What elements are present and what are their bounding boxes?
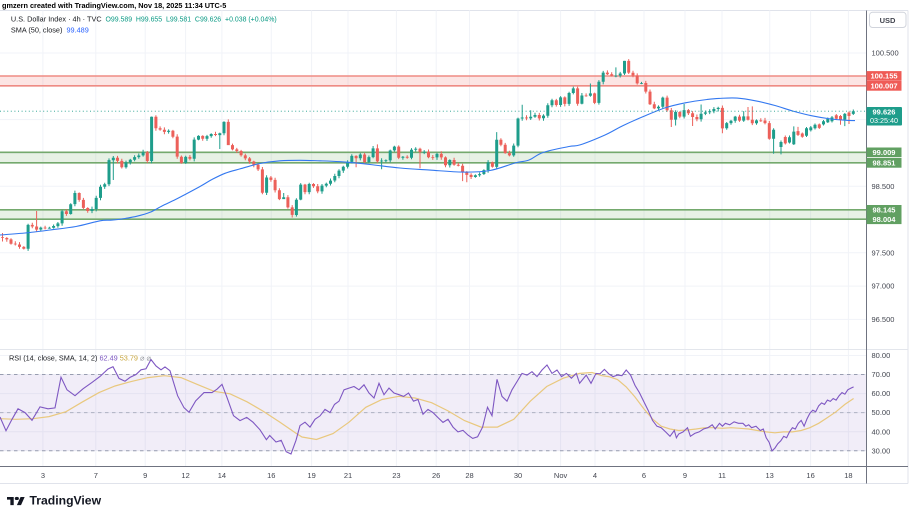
svg-text:12: 12 (181, 471, 189, 480)
svg-text:U.S. Dollar Index · 4h · TVC: U.S. Dollar Index · 4h · TVC O99.589 H99… (11, 14, 277, 23)
svg-text:11: 11 (718, 471, 726, 480)
svg-text:97.500: 97.500 (872, 248, 895, 257)
svg-text:3: 3 (41, 471, 45, 480)
svg-text:30: 30 (514, 471, 522, 480)
svg-text:16: 16 (806, 471, 814, 480)
svg-text:4: 4 (593, 471, 597, 480)
svg-text:13: 13 (766, 471, 774, 480)
svg-text:6: 6 (642, 471, 646, 480)
svg-text:99.626: 99.626 (873, 108, 896, 117)
svg-text:7: 7 (94, 471, 98, 480)
svg-text:100.155: 100.155 (870, 72, 897, 81)
svg-text:99.009: 99.009 (873, 148, 896, 157)
svg-text:18: 18 (844, 471, 852, 480)
svg-text:98.145: 98.145 (873, 205, 896, 214)
svg-text:80.00: 80.00 (872, 351, 891, 360)
svg-text:9: 9 (143, 471, 147, 480)
svg-text:USD: USD (880, 16, 896, 25)
svg-text:9: 9 (683, 471, 687, 480)
svg-text:gmzern created with TradingVie: gmzern created with TradingView.com, Nov… (2, 1, 226, 10)
svg-text:70.00: 70.00 (872, 370, 891, 379)
svg-text:100.500: 100.500 (872, 49, 899, 58)
svg-text:60.00: 60.00 (872, 389, 891, 398)
svg-text:98.500: 98.500 (872, 182, 895, 191)
svg-text:RSI (14, close, SMA, 14, 2) 62: RSI (14, close, SMA, 14, 2) 62.49 53.79 … (9, 354, 151, 363)
svg-text:98.851: 98.851 (873, 158, 896, 167)
svg-text:50.00: 50.00 (872, 408, 891, 417)
svg-text:30.00: 30.00 (872, 446, 891, 455)
svg-text:SMA (50, close) 99.489: SMA (50, close) 99.489 (11, 25, 89, 34)
svg-text:97.000: 97.000 (872, 282, 895, 291)
svg-text:100.007: 100.007 (870, 81, 897, 90)
svg-text:16: 16 (267, 471, 275, 480)
svg-text:96.500: 96.500 (872, 315, 895, 324)
svg-text:21: 21 (344, 471, 352, 480)
svg-text:26: 26 (432, 471, 440, 480)
svg-text:14: 14 (218, 471, 226, 480)
svg-text:40.00: 40.00 (872, 427, 891, 436)
svg-text:Nov: Nov (554, 471, 568, 480)
svg-text:98.004: 98.004 (873, 215, 897, 224)
svg-text:19: 19 (307, 471, 315, 480)
svg-text:28: 28 (465, 471, 473, 480)
svg-text:03:25:40: 03:25:40 (870, 116, 898, 125)
svg-text:23: 23 (392, 471, 400, 480)
svg-text:TradingView: TradingView (30, 494, 102, 508)
